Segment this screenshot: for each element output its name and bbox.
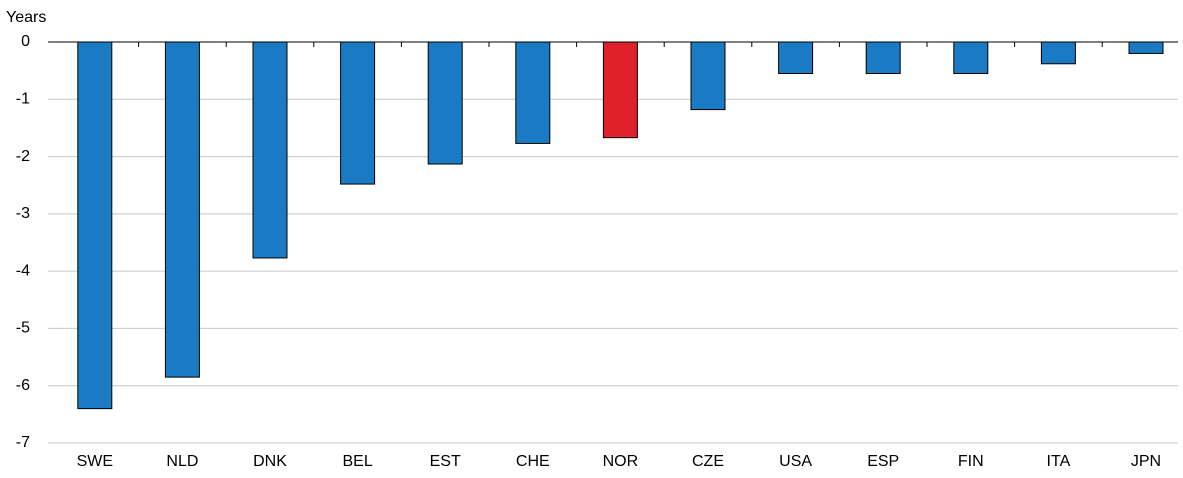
y-tick-label: -2 xyxy=(16,148,30,165)
bar xyxy=(340,41,376,185)
x-tick-label: NOR xyxy=(603,453,639,470)
y-tick-label: -4 xyxy=(16,262,30,279)
bar xyxy=(602,41,638,139)
y-tick-label: -7 xyxy=(16,434,30,451)
x-tick-label: EST xyxy=(430,453,461,470)
bar xyxy=(690,41,726,111)
bar xyxy=(77,41,113,410)
bar xyxy=(865,41,901,75)
x-tick-label: BEL xyxy=(342,453,372,470)
x-tick-label: CHE xyxy=(516,453,550,470)
bar xyxy=(1040,41,1076,65)
x-tick-label: CZE xyxy=(692,453,724,470)
bar xyxy=(252,41,288,259)
x-tick-label: ESP xyxy=(867,453,899,470)
x-tick-label: JPN xyxy=(1131,453,1161,470)
y-tick-label: -3 xyxy=(16,205,30,222)
bar xyxy=(164,41,200,378)
y-axis-label: Years xyxy=(6,9,46,26)
y-tick-label: -5 xyxy=(16,320,30,337)
x-tick-label: NLD xyxy=(166,453,198,470)
bar xyxy=(427,41,463,165)
y-tick-label: -1 xyxy=(16,91,30,108)
bar xyxy=(515,41,551,144)
y-tick-label: -6 xyxy=(16,377,30,394)
y-tick-label: 0 xyxy=(21,33,30,50)
x-tick-label: DNK xyxy=(253,453,287,470)
bar xyxy=(1128,41,1164,54)
bar xyxy=(953,41,989,75)
x-tick-label: ITA xyxy=(1047,453,1071,470)
x-tick-label: USA xyxy=(779,453,812,470)
x-tick-label: SWE xyxy=(77,453,113,470)
x-tick-label: FIN xyxy=(958,453,984,470)
bar xyxy=(778,41,814,75)
